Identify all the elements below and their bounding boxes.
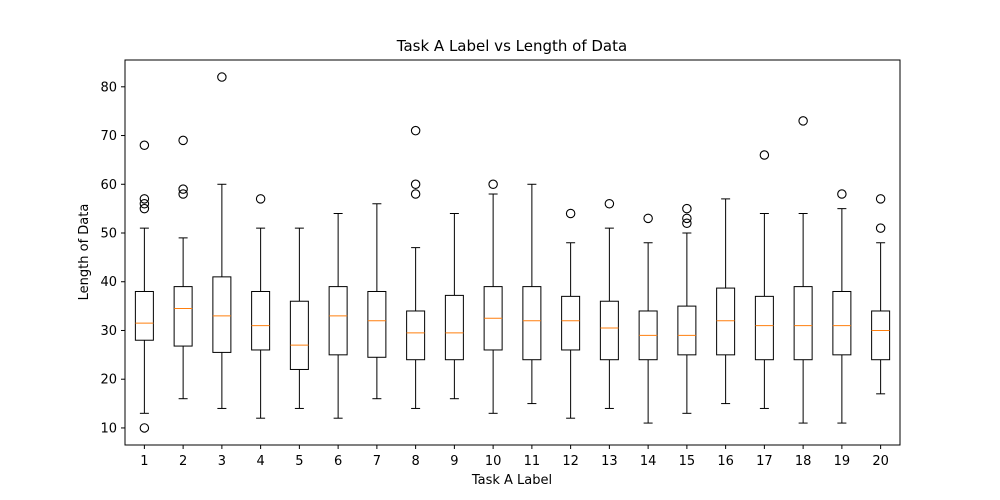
flier-point	[410, 189, 421, 199]
x-tick-label: 12	[562, 454, 579, 469]
x-tick-label: 8	[411, 454, 419, 469]
box-group-7	[367, 203, 387, 400]
box	[173, 286, 193, 347]
box	[871, 310, 891, 361]
box-group-1	[134, 140, 154, 433]
box	[406, 310, 426, 361]
box	[561, 295, 581, 351]
box	[134, 290, 154, 341]
box-group-9	[444, 213, 464, 400]
box	[754, 295, 774, 361]
flier-point	[875, 194, 886, 204]
y-tick-label: 50	[100, 227, 117, 242]
flier-point	[565, 208, 576, 219]
x-tick-label: 14	[640, 454, 657, 469]
plot-area	[134, 72, 891, 433]
box	[522, 286, 542, 361]
box-group-5	[289, 227, 309, 409]
box-group-16	[716, 198, 736, 405]
x-tick-label: 13	[601, 454, 618, 469]
flier-point	[875, 223, 886, 233]
x-tick-label: 10	[485, 454, 502, 469]
x-tick-label: 15	[679, 454, 696, 469]
box	[599, 300, 619, 361]
plot-frame	[124, 59, 901, 446]
x-tick-label: 9	[450, 454, 458, 469]
flier-point	[682, 203, 692, 214]
flier-point	[488, 179, 498, 190]
flier-point	[139, 140, 150, 151]
box	[328, 286, 348, 356]
box	[444, 294, 464, 361]
flier-point	[410, 179, 421, 190]
box-group-12	[561, 208, 581, 419]
box-group-6	[328, 213, 348, 419]
x-tick-label: 4	[256, 454, 264, 469]
box	[212, 276, 232, 353]
flier-point	[255, 194, 266, 204]
box-group-3	[212, 72, 232, 409]
flier-point	[410, 125, 421, 136]
y-tick-label: 60	[100, 178, 117, 193]
box-group-15	[677, 203, 697, 414]
box	[289, 300, 309, 370]
x-axis: 1 2 3 4 5 6 7 8 9 10 11 12 13 14 15 16 17 18 19 20	[140, 445, 889, 469]
x-tick-label: 5	[295, 454, 303, 469]
x-tick-label: 6	[334, 454, 342, 469]
box	[677, 305, 697, 356]
x-tick-label: 11	[524, 454, 541, 469]
box-group-11	[522, 183, 542, 405]
box	[367, 290, 387, 358]
flier-point	[798, 116, 808, 126]
x-tick-label: 17	[756, 454, 773, 469]
box-group-18	[793, 116, 813, 424]
x-tick-label: 19	[834, 454, 851, 469]
box-group-17	[754, 150, 774, 409]
flier-point	[139, 423, 150, 433]
y-axis-title: Length of Data	[77, 204, 92, 301]
x-tick-label: 1	[140, 454, 148, 469]
box-group-2	[173, 135, 193, 400]
box-group-8	[406, 125, 426, 409]
y-tick-label: 30	[100, 324, 117, 339]
x-tick-label: 20	[872, 454, 889, 469]
x-tick-label: 2	[179, 454, 187, 469]
box-group-10	[483, 179, 503, 414]
flier-point	[139, 194, 150, 204]
flier-point	[217, 72, 227, 82]
y-axis: 10 20 30 40 50 60 70 80	[100, 80, 125, 436]
box-group-4	[251, 194, 271, 419]
flier-point	[643, 213, 653, 224]
x-tick-label: 7	[373, 454, 381, 469]
box	[793, 286, 813, 361]
flier-point	[178, 184, 188, 194]
chart-title: Task A Label vs Length of Data	[396, 37, 627, 55]
y-tick-label: 40	[100, 275, 117, 290]
x-axis-title: Task A Label	[471, 473, 552, 488]
flier-point	[604, 199, 615, 209]
box	[832, 290, 852, 356]
x-tick-label: 16	[717, 454, 734, 469]
y-tick-label: 20	[100, 373, 117, 388]
x-tick-label: 18	[795, 454, 812, 469]
flier-point	[178, 189, 188, 199]
flier-point	[682, 218, 692, 229]
box-group-13	[599, 199, 619, 409]
flier-point	[139, 199, 150, 209]
flier-point	[139, 203, 150, 214]
box	[716, 287, 736, 356]
flier-point	[178, 135, 188, 146]
y-tick-label: 80	[100, 80, 117, 95]
flier-point	[837, 189, 847, 199]
box-group-14	[638, 213, 658, 424]
flier-point	[759, 150, 770, 160]
box-group-19	[832, 189, 852, 424]
y-tick-label: 10	[100, 421, 117, 436]
y-tick-label: 70	[100, 129, 117, 144]
x-tick-label: 3	[218, 454, 226, 469]
box-group-20	[871, 194, 891, 395]
flier-point	[682, 213, 692, 224]
box	[251, 290, 271, 351]
